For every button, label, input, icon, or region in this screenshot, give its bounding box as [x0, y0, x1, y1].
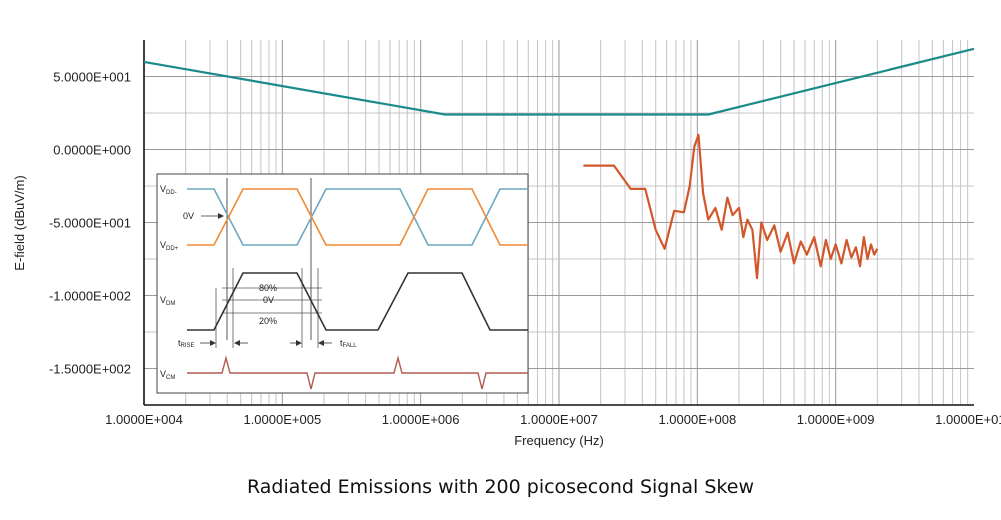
- vdd-plus-waveform: [187, 188, 528, 246]
- inset-frame: [156, 173, 529, 394]
- y-tick-label: -1.5000E+002: [49, 362, 131, 377]
- tfall-arrowhead: [318, 340, 324, 346]
- chart: 5.0000E+001 0.0000E+000 -5.0000E+001 -1.000…: [12, 40, 1001, 448]
- zero-v-dm-label: 0V: [263, 295, 274, 305]
- x-tick-label: 1.0000E+010: [935, 412, 1001, 427]
- vdd-plus-label: VDD+: [160, 240, 179, 252]
- y-tick-label: 0.0000E+000: [53, 143, 131, 158]
- trise-arrowhead: [234, 340, 240, 346]
- trise-label: tRISE: [178, 338, 195, 349]
- pct80-label: 80%: [259, 283, 277, 293]
- x-tick-label: 1.0000E+005: [243, 412, 321, 427]
- x-axis-label: Frequency (Hz): [514, 433, 604, 448]
- trise-arrowhead: [210, 340, 216, 346]
- tfall-arrowhead: [296, 340, 302, 346]
- x-tick-label: 1.0000E+008: [658, 412, 736, 427]
- vdm-label: VDM: [160, 295, 175, 307]
- y-tick-label: -1.0000E+002: [49, 289, 131, 304]
- x-tick-label: 1.0000E+004: [105, 412, 183, 427]
- y-tick-labels: 5.0000E+001 0.0000E+000 -5.0000E+001 -1.000…: [49, 70, 131, 377]
- x-tick-label: 1.0000E+006: [382, 412, 460, 427]
- series-line-limit: [143, 47, 975, 116]
- timing-diagram-inset: VDD- 0V VDD+ VDM 80% 0V 20% tRISE tFALL …: [156, 173, 529, 394]
- y-tick-label: 5.0000E+001: [53, 70, 131, 85]
- series-group: [143, 47, 975, 280]
- axes: [143, 40, 974, 406]
- vcm-label: VCM: [160, 369, 175, 381]
- tfall-label: tFALL: [340, 338, 357, 349]
- figure-caption: Radiated Emissions with 200 picosecond S…: [246, 476, 754, 498]
- x-tick-labels: 1.0000E+004 1.0000E+005 1.0000E+006 1.0000E…: [105, 412, 1001, 427]
- vcm-waveform: [187, 355, 528, 390]
- series-line-radiated-emissions: [583, 133, 879, 280]
- y-tick-label: -5.0000E+001: [49, 216, 131, 231]
- vdm-waveform: [187, 272, 528, 331]
- y-axis-label: E-field (dBuV/m): [12, 175, 27, 270]
- pct20-label: 20%: [259, 316, 277, 326]
- vdd-minus-label: VDD-: [160, 184, 177, 196]
- x-tick-label: 1.0000E+007: [520, 412, 598, 427]
- x-tick-label: 1.0000E+009: [797, 412, 875, 427]
- zero-v-label: 0V: [183, 211, 194, 221]
- zero-v-arrowhead: [218, 213, 224, 219]
